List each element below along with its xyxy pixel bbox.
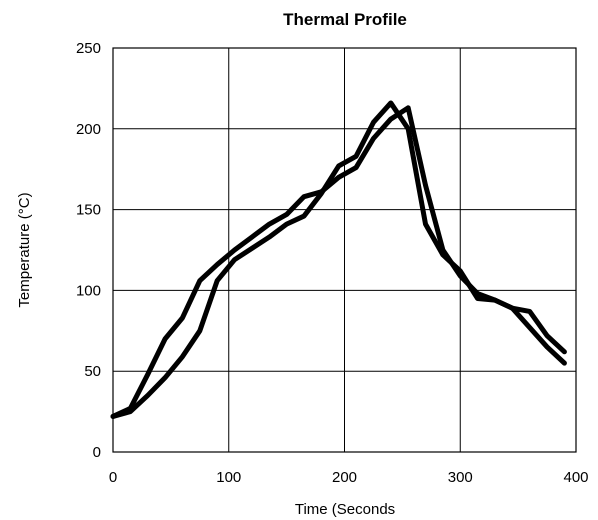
- x-axis-label: Time (Seconds: [295, 501, 395, 518]
- y-tick-label-4: 200: [76, 121, 101, 138]
- series-layer: [110, 100, 567, 419]
- x-tick-label-4: 400: [563, 469, 588, 486]
- x-tick-label-0: 0: [109, 469, 117, 486]
- chart-title: Thermal Profile: [283, 10, 407, 29]
- y-axis-label: Temperature (°C): [16, 192, 33, 307]
- x-tick-label-1: 100: [216, 469, 241, 486]
- y-tick-label-5: 250: [76, 40, 101, 57]
- x-tick-label-2: 200: [332, 469, 357, 486]
- grid: [112, 47, 577, 453]
- y-tick-label-1: 50: [84, 363, 101, 380]
- series-line-1: [110, 105, 567, 419]
- y-tick-label-0: 0: [93, 444, 101, 461]
- y-tick-label-3: 150: [76, 202, 101, 219]
- y-axis-ticks: 0 50 100 150 200 250: [76, 40, 101, 461]
- plot-frame: [112, 47, 577, 453]
- series-line-2: [110, 100, 567, 419]
- x-axis-ticks: 0 100 200 300 400: [109, 469, 589, 486]
- x-tick-label-3: 300: [448, 469, 473, 486]
- y-tick-label-2: 100: [76, 282, 101, 299]
